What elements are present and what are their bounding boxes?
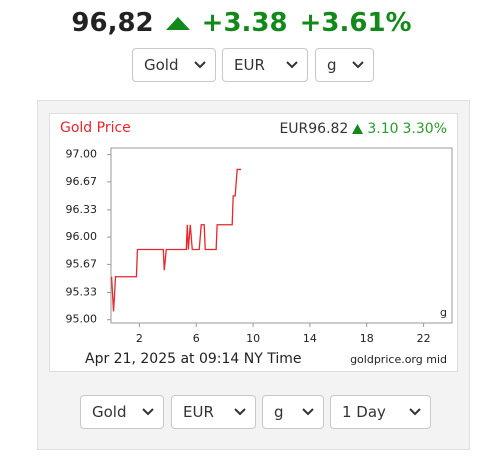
x-tick-label: 2 <box>136 332 143 345</box>
y-tick-label: 96.67 <box>66 175 98 188</box>
select-text: g <box>274 403 284 421</box>
chart-title: Gold Price <box>60 120 131 136</box>
chevron <box>142 408 154 416</box>
chevron <box>352 61 364 69</box>
y-tick-label: 95.00 <box>66 313 98 326</box>
price-header: 96,82 +3.38 +3.61% <box>0 8 483 38</box>
select-text: g <box>327 56 337 74</box>
select-text: Gold <box>92 403 127 421</box>
price: 96,82 <box>71 8 154 38</box>
summary-price: EUR96.82 <box>279 121 349 137</box>
unit-select[interactable]: g <box>315 48 374 82</box>
timestamp: Apr 21, 2025 at 09:14 NY Time <box>85 351 302 367</box>
x-tick-label: 6 <box>193 332 200 345</box>
currency-select[interactable]: EUR <box>171 395 256 429</box>
chart-box: Gold Price Apr 21, 2025 at 09:14 NY Time… <box>49 113 458 372</box>
x-tick-label: 14 <box>303 332 317 345</box>
chevron <box>302 408 314 416</box>
summary-change: 3.10 <box>367 121 399 137</box>
up-arrow <box>352 124 364 134</box>
period-select[interactable]: 1 Day <box>330 395 431 429</box>
x-tick-label: 18 <box>360 332 374 345</box>
metal-select[interactable]: Gold <box>80 395 164 429</box>
x-tick-label: 22 <box>417 332 431 345</box>
select-text: Gold <box>144 56 179 74</box>
chevron <box>194 61 206 69</box>
x-tick-label: 10 <box>246 332 260 345</box>
y-tick-label: 95.67 <box>66 257 98 270</box>
select-text: EUR <box>183 403 214 421</box>
currency-select[interactable]: EUR <box>222 48 308 82</box>
y-tick-label: 96.00 <box>66 230 98 243</box>
unit-label: g <box>440 306 447 319</box>
chevron <box>286 61 298 69</box>
source: goldprice.org mid <box>350 353 447 366</box>
plot-frame <box>110 147 453 324</box>
summary-change-percent: 3.30% <box>402 121 447 137</box>
price-line <box>110 168 242 312</box>
y-tick-label: 97.00 <box>66 148 98 161</box>
chart: Gold Price Apr 21, 2025 at 09:14 NY Time… <box>60 120 453 367</box>
chevron <box>409 408 421 416</box>
select-text: EUR <box>234 56 265 74</box>
metal-select[interactable]: Gold <box>132 48 216 82</box>
change: +3.38 <box>201 8 288 38</box>
y-tick-label: 95.33 <box>66 285 98 298</box>
chart-summary: EUR96.82 3.10 3.30% <box>279 121 447 137</box>
y-tick-label: 96.33 <box>66 203 98 216</box>
change-percent: +3.61% <box>299 8 412 38</box>
chevron <box>234 408 246 416</box>
unit-select[interactable]: g <box>262 395 324 429</box>
select-text: 1 Day <box>342 403 386 421</box>
up-arrow <box>165 17 190 30</box>
